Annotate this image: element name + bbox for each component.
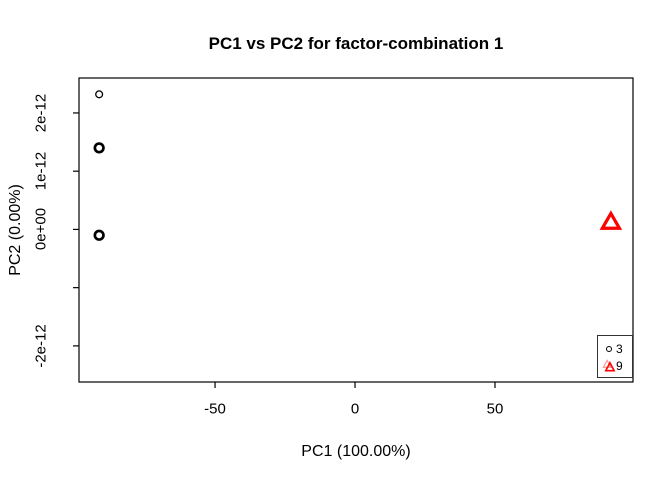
y-tick-label: 2e-12 bbox=[32, 93, 50, 133]
x-axis-title: PC1 (100.00%) bbox=[301, 443, 411, 460]
circle-marker-icon bbox=[602, 345, 616, 352]
chart-title: PC1 vs PC2 for factor-combination 1 bbox=[208, 34, 504, 53]
plot-box bbox=[78, 77, 634, 383]
data-point-triangle bbox=[599, 210, 623, 230]
data-point-circle bbox=[93, 142, 105, 154]
legend-label: 3 bbox=[616, 341, 623, 356]
y-tick-label: 0e+00 bbox=[32, 207, 50, 251]
x-tick-label: -50 bbox=[204, 400, 226, 418]
x-tick-label: 50 bbox=[486, 400, 504, 418]
y-tick-label: 1e-12 bbox=[32, 151, 50, 191]
legend-box: 3 9 bbox=[597, 335, 633, 378]
legend-label: 9 bbox=[616, 358, 623, 373]
data-point-circle bbox=[93, 229, 105, 241]
legend-entry-9: 9 bbox=[598, 357, 632, 374]
legend-entry-3: 3 bbox=[598, 340, 632, 357]
y-axis-title: PC2 (0.00%) bbox=[7, 184, 24, 276]
data-point-circle bbox=[95, 90, 104, 99]
triangle-marker-icon bbox=[602, 358, 616, 373]
y-tick-label: -2e-12 bbox=[32, 324, 50, 368]
x-tick-label: 0 bbox=[350, 400, 360, 418]
